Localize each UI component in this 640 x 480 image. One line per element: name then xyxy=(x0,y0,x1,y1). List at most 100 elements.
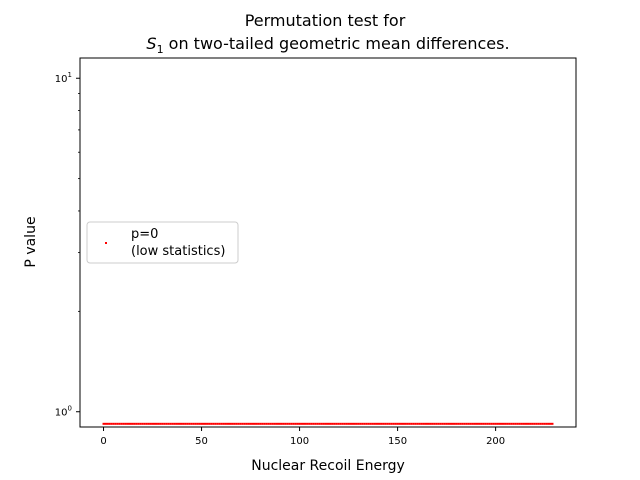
data-point xyxy=(482,422,485,425)
data-point xyxy=(543,422,546,425)
legend-marker xyxy=(105,242,107,244)
data-point xyxy=(529,422,532,425)
data-point xyxy=(465,422,468,425)
data-point xyxy=(108,422,111,425)
data-point xyxy=(335,422,338,425)
data-point xyxy=(386,422,389,425)
data-point xyxy=(488,422,491,425)
data-point xyxy=(247,422,250,425)
data-point xyxy=(237,422,240,425)
data-point xyxy=(155,422,158,425)
data-point xyxy=(514,422,517,425)
data-point xyxy=(382,422,385,425)
data-point xyxy=(106,422,109,425)
data-point xyxy=(471,422,474,425)
data-point xyxy=(102,422,105,425)
data-point xyxy=(143,422,146,425)
data-point xyxy=(439,422,442,425)
data-point xyxy=(404,422,407,425)
data-point xyxy=(184,422,187,425)
data-point xyxy=(220,422,223,425)
data-point xyxy=(188,422,191,425)
data-point xyxy=(294,422,297,425)
data-point xyxy=(396,422,399,425)
data-point xyxy=(475,422,478,425)
data-point xyxy=(194,422,197,425)
data-point xyxy=(349,422,352,425)
data-point xyxy=(128,422,131,425)
data-point xyxy=(284,422,287,425)
data-point xyxy=(312,422,315,425)
data-point xyxy=(135,422,138,425)
x-tick-label: 150 xyxy=(388,436,407,447)
data-point xyxy=(151,422,154,425)
data-point xyxy=(337,422,340,425)
data-point xyxy=(426,422,429,425)
data-point xyxy=(157,422,160,425)
data-point xyxy=(314,422,317,425)
data-point xyxy=(122,422,125,425)
data-point xyxy=(412,422,415,425)
data-point xyxy=(375,422,378,425)
data-point xyxy=(522,422,525,425)
data-point xyxy=(167,422,170,425)
data-point xyxy=(435,422,438,425)
data-point xyxy=(316,422,319,425)
data-point xyxy=(451,422,454,425)
plot-frame xyxy=(79,57,577,428)
data-point xyxy=(118,422,121,425)
x-axis-label: Nuclear Recoil Energy xyxy=(251,458,405,474)
data-point xyxy=(427,422,430,425)
data-point xyxy=(310,422,313,425)
data-point xyxy=(277,422,280,425)
chart-title: Permutation test for S1 on two-tailed ge… xyxy=(146,11,509,56)
data-point xyxy=(177,422,180,425)
data-point xyxy=(388,422,391,425)
data-point xyxy=(394,422,397,425)
data-point xyxy=(173,422,176,425)
data-point xyxy=(129,422,132,425)
data-point xyxy=(320,422,323,425)
data-point xyxy=(512,422,515,425)
data-point xyxy=(222,422,225,425)
data-point xyxy=(424,422,427,425)
data-point xyxy=(192,422,195,425)
data-point xyxy=(371,422,374,425)
data-point xyxy=(353,422,356,425)
data-point xyxy=(453,422,456,425)
data-point xyxy=(359,422,362,425)
data-point xyxy=(214,422,217,425)
data-point xyxy=(341,422,344,425)
legend: p=0 (low statistics) xyxy=(86,221,239,264)
data-point xyxy=(533,422,536,425)
data-point xyxy=(433,422,436,425)
data-point xyxy=(531,422,534,425)
data-point xyxy=(306,422,309,425)
data-point xyxy=(231,422,234,425)
data-point xyxy=(241,422,244,425)
data-point xyxy=(233,422,236,425)
data-point xyxy=(304,422,307,425)
data-point xyxy=(224,422,227,425)
data-point xyxy=(116,422,119,425)
data-point xyxy=(208,422,211,425)
data-point xyxy=(524,422,527,425)
data-point xyxy=(449,422,452,425)
data-point xyxy=(441,422,444,425)
data-point xyxy=(343,422,346,425)
data-point xyxy=(390,422,393,425)
data-point xyxy=(367,422,370,425)
data-point xyxy=(120,422,123,425)
data-point xyxy=(180,422,183,425)
data-point xyxy=(126,422,129,425)
data-point xyxy=(410,422,413,425)
data-point xyxy=(402,422,405,425)
data-point xyxy=(141,422,144,425)
data-point xyxy=(322,422,325,425)
data-point xyxy=(249,422,252,425)
data-point xyxy=(443,422,446,425)
data-point xyxy=(333,422,336,425)
data-point xyxy=(175,422,178,425)
data-point xyxy=(153,422,156,425)
